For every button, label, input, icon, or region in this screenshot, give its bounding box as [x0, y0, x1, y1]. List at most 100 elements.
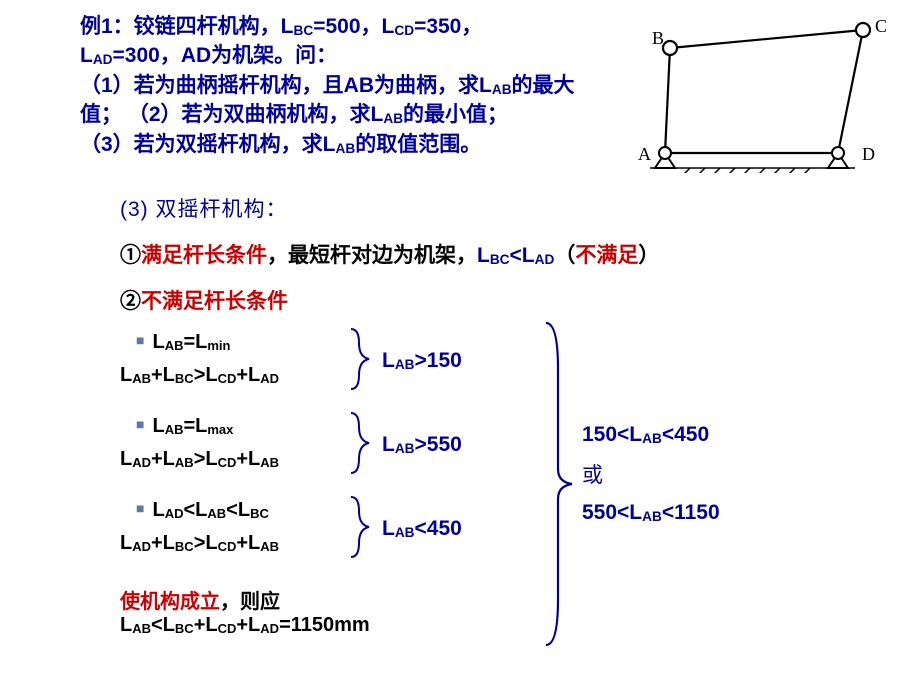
result-1: LAB>150	[382, 349, 462, 373]
txt: L	[477, 244, 490, 267]
brace-small-3	[345, 495, 375, 559]
txt: +L	[236, 448, 260, 470]
sub: CD	[218, 621, 237, 636]
label-d: D	[862, 144, 875, 164]
sub: AD	[260, 371, 279, 386]
txt: <1150	[662, 501, 720, 524]
txt: <450	[415, 517, 462, 540]
txt: =L	[183, 331, 207, 353]
circle-1: ①	[120, 244, 141, 267]
txt: <L	[226, 499, 250, 521]
sub: AB	[132, 621, 151, 636]
txt: <L	[151, 614, 175, 636]
txt: （1）若为曲柄摇杆机构，且AB为曲柄，求L	[80, 74, 492, 97]
sub: AD	[165, 506, 184, 521]
txt: L	[382, 517, 395, 540]
result-2: LAB>550	[382, 433, 462, 457]
sub: AD	[93, 52, 113, 67]
txt: <L	[183, 499, 207, 521]
sub: AB	[165, 338, 184, 353]
txt: <450	[662, 423, 709, 446]
txt: L	[120, 364, 132, 386]
brace-small-2	[345, 411, 375, 475]
sub: BC	[175, 621, 194, 636]
sub: min	[207, 338, 230, 353]
work-area: ■LAB=Lmin LAB+LBC>LCD+LAD ■LAB=Lmax LAD+…	[120, 323, 920, 693]
txt: L	[120, 614, 132, 636]
brace-small-1	[345, 327, 375, 391]
txt: =500，L	[313, 15, 394, 38]
final-result: 150<LAB<450 或 550<LAB<1150	[582, 423, 720, 525]
label-b: B	[652, 28, 664, 48]
brace-large	[538, 319, 578, 649]
txt: L	[152, 499, 164, 521]
label-a: A	[638, 144, 651, 164]
sub: BC	[250, 506, 269, 521]
sub: AD	[132, 455, 151, 470]
txt: +L	[236, 364, 260, 386]
txt: 150<L	[582, 423, 642, 446]
txt: 例1：铰链四杆机构，L	[80, 15, 294, 38]
sub: AB	[132, 371, 151, 386]
sub: AB	[642, 431, 662, 446]
bullet-icon: ■	[136, 416, 144, 432]
txt: =1150mm	[279, 614, 370, 636]
group-2: ■LAB=Lmax LAD+LAB>LCD+LAB	[120, 415, 279, 471]
txt: 550<L	[582, 501, 642, 524]
txt: （	[554, 244, 575, 267]
sub: BC	[294, 23, 314, 38]
txt: =L	[183, 415, 207, 437]
sub: AB	[642, 509, 662, 524]
red: 使机构成立	[120, 591, 220, 613]
problem-statement: 例1：铰链四杆机构，LBC=500，LCD=350， LAD=300，AD为机架…	[0, 12, 620, 159]
txt: +L	[151, 448, 175, 470]
txt: >L	[194, 448, 218, 470]
sub: AD	[132, 539, 151, 554]
txt: +L	[236, 532, 260, 554]
txt: >L	[194, 364, 218, 386]
sub: AB	[383, 111, 403, 126]
txt: （3）若为双摇杆机构，求L	[80, 133, 336, 156]
sub: CD	[394, 23, 414, 38]
sub: AB	[492, 82, 512, 97]
txt: L	[80, 44, 93, 67]
condition-1: ①满足杆长条件，最短杆对边为机架，LBC<LAD（不满足）	[120, 239, 920, 269]
nofit: 不满足	[575, 244, 638, 267]
tail: 使机构成立，则应 LAB<LBC+LCD+LAD=1150mm	[120, 585, 370, 637]
sub: AB	[395, 441, 415, 456]
case3-heading: (3) 双摇杆机构：	[120, 193, 920, 223]
sub: CD	[218, 371, 237, 386]
or-text: 或	[582, 464, 603, 487]
condition-2: ②不满足杆长条件	[120, 285, 920, 315]
txt: =300，AD为机架。问：	[113, 44, 338, 67]
txt: >150	[415, 349, 462, 372]
label-c: C	[875, 16, 887, 36]
txt: +L	[151, 364, 175, 386]
sub: AB	[395, 525, 415, 540]
sub: AB	[175, 455, 194, 470]
txt: +L	[236, 614, 260, 636]
result-3: LAB<450	[382, 517, 462, 541]
txt: 的取值范围。	[355, 133, 481, 156]
circle-2: ②	[120, 290, 141, 313]
sub: BC	[175, 371, 194, 386]
txt: +L	[151, 532, 175, 554]
sub: max	[207, 422, 233, 437]
txt: L	[382, 433, 395, 456]
sub: CD	[218, 539, 237, 554]
txt: L	[382, 349, 395, 372]
bullet-icon: ■	[136, 332, 144, 348]
red: 满足杆长条件	[141, 244, 267, 267]
sub: AB	[260, 539, 279, 554]
txt: ，则应	[220, 591, 280, 613]
group-1: ■LAB=Lmin LAB+LBC>LCD+LAD	[120, 331, 279, 387]
txt: >L	[194, 532, 218, 554]
txt: <L	[510, 244, 535, 267]
txt: L	[152, 415, 164, 437]
sub: BC	[175, 539, 194, 554]
txt: ）	[638, 244, 659, 267]
txt: ，最短杆对边为机架，	[267, 244, 477, 267]
sub: BC	[490, 252, 510, 267]
sub: AB	[165, 422, 184, 437]
sub: AD	[535, 252, 555, 267]
